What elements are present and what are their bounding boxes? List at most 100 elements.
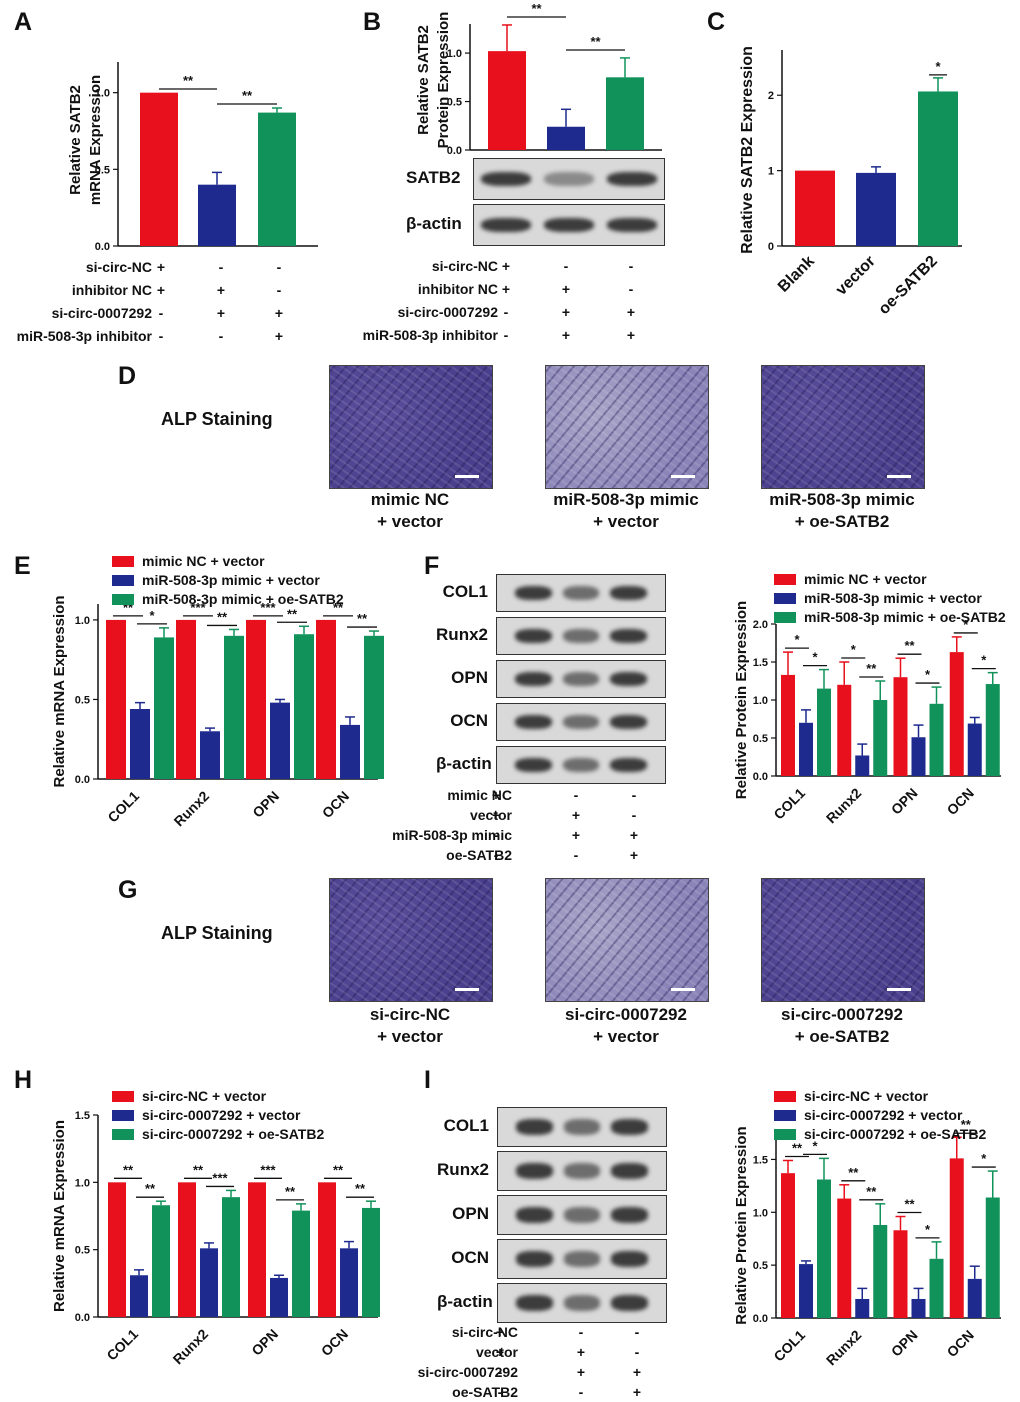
chart-e-bar [224, 635, 244, 779]
blot-band [563, 1119, 601, 1135]
chart-h-bar [362, 1207, 380, 1317]
chart-f-xtick-label: OPN [888, 785, 921, 818]
table-a-row-label: inhibitor NC [71, 282, 152, 298]
chart-e-ylabel: Relative mRNA Expression [51, 595, 68, 787]
chart-f-bar [967, 723, 982, 776]
chart-i-sig-label: ** [866, 1184, 877, 1199]
alp-stain-image [761, 365, 925, 489]
table-f-mark: - [631, 807, 637, 823]
panel-letter-h: H [14, 1066, 33, 1094]
chart-f-ytick-label: 1.0 [753, 695, 768, 707]
chart-a-bar [198, 184, 236, 246]
blot-band [606, 218, 657, 232]
blot-band [544, 218, 594, 232]
table-b-mark: - [503, 304, 509, 320]
chart-i-legend-swatch [774, 1129, 796, 1140]
chart-i-ytick-label: 0.5 [753, 1260, 768, 1272]
chart-h-bar [340, 1248, 358, 1317]
blot-band [610, 1163, 648, 1179]
chart-i-sig-label: * [812, 1138, 818, 1153]
table-a-mark: + [156, 282, 166, 298]
alp-d-caption: miR-508-3p mimic [769, 490, 915, 509]
scale-bar [455, 988, 479, 991]
chart-i-ytick-label: 1.0 [753, 1207, 768, 1219]
alp-title-g: ALP Staining [161, 923, 273, 943]
chart-h-sig-label: ** [123, 1162, 134, 1177]
blot-band [516, 1295, 554, 1311]
table-a-mark: - [276, 259, 282, 275]
chart-c-xtick-label: vector [833, 253, 879, 299]
chart-h-xtick-label: OPN [248, 1326, 281, 1359]
chart-f-sig-label: * [925, 667, 931, 682]
blot-f-label: OCN [450, 711, 488, 730]
chart-i-bar [799, 1264, 813, 1318]
chart-e-bar [106, 619, 126, 779]
table-f-row-label: mimic NC [447, 787, 512, 803]
chart-i-bar [985, 1197, 1000, 1318]
chart-f-bar [911, 737, 926, 776]
chart-e-sig-label: ** [123, 600, 134, 615]
blot-band [563, 1295, 601, 1311]
table-i-mark: + [576, 1364, 586, 1380]
panel-letter-i: I [424, 1066, 431, 1094]
blot-f-band-row [496, 617, 666, 655]
chart-e-ytick-label: 0.0 [75, 774, 90, 786]
chart-h-xtick-label: COL1 [103, 1326, 141, 1364]
chart-f-bar [855, 755, 870, 776]
chart-h-legend-label: si-circ-0007292 + oe-SATB2 [142, 1126, 324, 1142]
chart-a-ylabel-2: mRNA Expression [87, 75, 104, 205]
chart-a-bar [258, 112, 296, 246]
chart-c-sig-label: * [935, 59, 941, 74]
chart-c-ylabel: Relative SATB2 Expression [739, 46, 756, 254]
alp-d-caption: miR-508-3p mimic [553, 490, 699, 509]
table-i-mark: + [576, 1344, 586, 1360]
table-b-mark: + [561, 304, 571, 320]
chart-e-sig-label: ** [333, 600, 344, 615]
table-a-mark: - [158, 305, 164, 321]
alp-g-caption: + vector [377, 1027, 443, 1046]
chart-b-ylabel-2: Protein Expression [435, 12, 452, 149]
chart-i-bar [855, 1298, 870, 1318]
chart-f-ytick-label: 0.0 [753, 771, 768, 783]
chart-h-bar [108, 1182, 126, 1317]
table-a-mark: + [216, 282, 226, 298]
blot-label-satb2: SATB2 [406, 168, 461, 187]
chart-f-legend-label: miR-508-3p mimic + oe-SATB2 [804, 609, 1006, 625]
blot-beta-actin-b [473, 204, 665, 246]
blot-i-label: OCN [451, 1248, 489, 1267]
blot-i-label: COL1 [443, 1116, 489, 1135]
chart-e-legend-swatch [112, 556, 134, 567]
table-f-mark: - [493, 847, 499, 863]
chart-e-sig-label: ** [287, 606, 298, 621]
blot-band [563, 1163, 601, 1179]
table-i-mark: - [634, 1324, 640, 1340]
table-b-row-label: miR-508-3p inhibitor [362, 327, 498, 343]
chart-a-ytick-label: 0.5 [95, 164, 110, 176]
table-f-mark: + [629, 847, 639, 863]
chart-b-ytick-label: 0.5 [447, 97, 462, 109]
blot-f-label: Runx2 [436, 625, 488, 644]
chart-h-legend-swatch [112, 1129, 134, 1140]
table-f-mark: - [493, 827, 499, 843]
chart-c-xtick-label: oe-SATB2 [876, 253, 941, 318]
table-b-mark: + [501, 258, 511, 274]
table-a-mark: + [156, 259, 166, 275]
panel-letter-d: D [118, 362, 137, 390]
chart-a-sig-1-label: ** [183, 73, 194, 88]
chart-h-bar [270, 1277, 288, 1317]
alp-d-caption: mimic NC [370, 490, 450, 509]
blot-f-label: OPN [451, 668, 488, 687]
table-a-row-label: miR-508-3p inhibitor [16, 328, 152, 344]
chart-i-sig-label: ** [848, 1165, 859, 1180]
chart-f-bar [985, 684, 1000, 776]
chart-f-legend-label: mimic NC + vector [804, 571, 927, 587]
table-a-mark: - [218, 328, 224, 344]
chart-f-xtick-label: Runx2 [823, 785, 865, 827]
chart-h-sig-label: ** [333, 1162, 344, 1177]
chart-f-sig-label: * [812, 650, 818, 665]
table-b-mark: + [626, 327, 636, 343]
table-b-mark: + [561, 327, 571, 343]
blot-band [562, 628, 600, 644]
chart-f-bar [799, 722, 813, 776]
